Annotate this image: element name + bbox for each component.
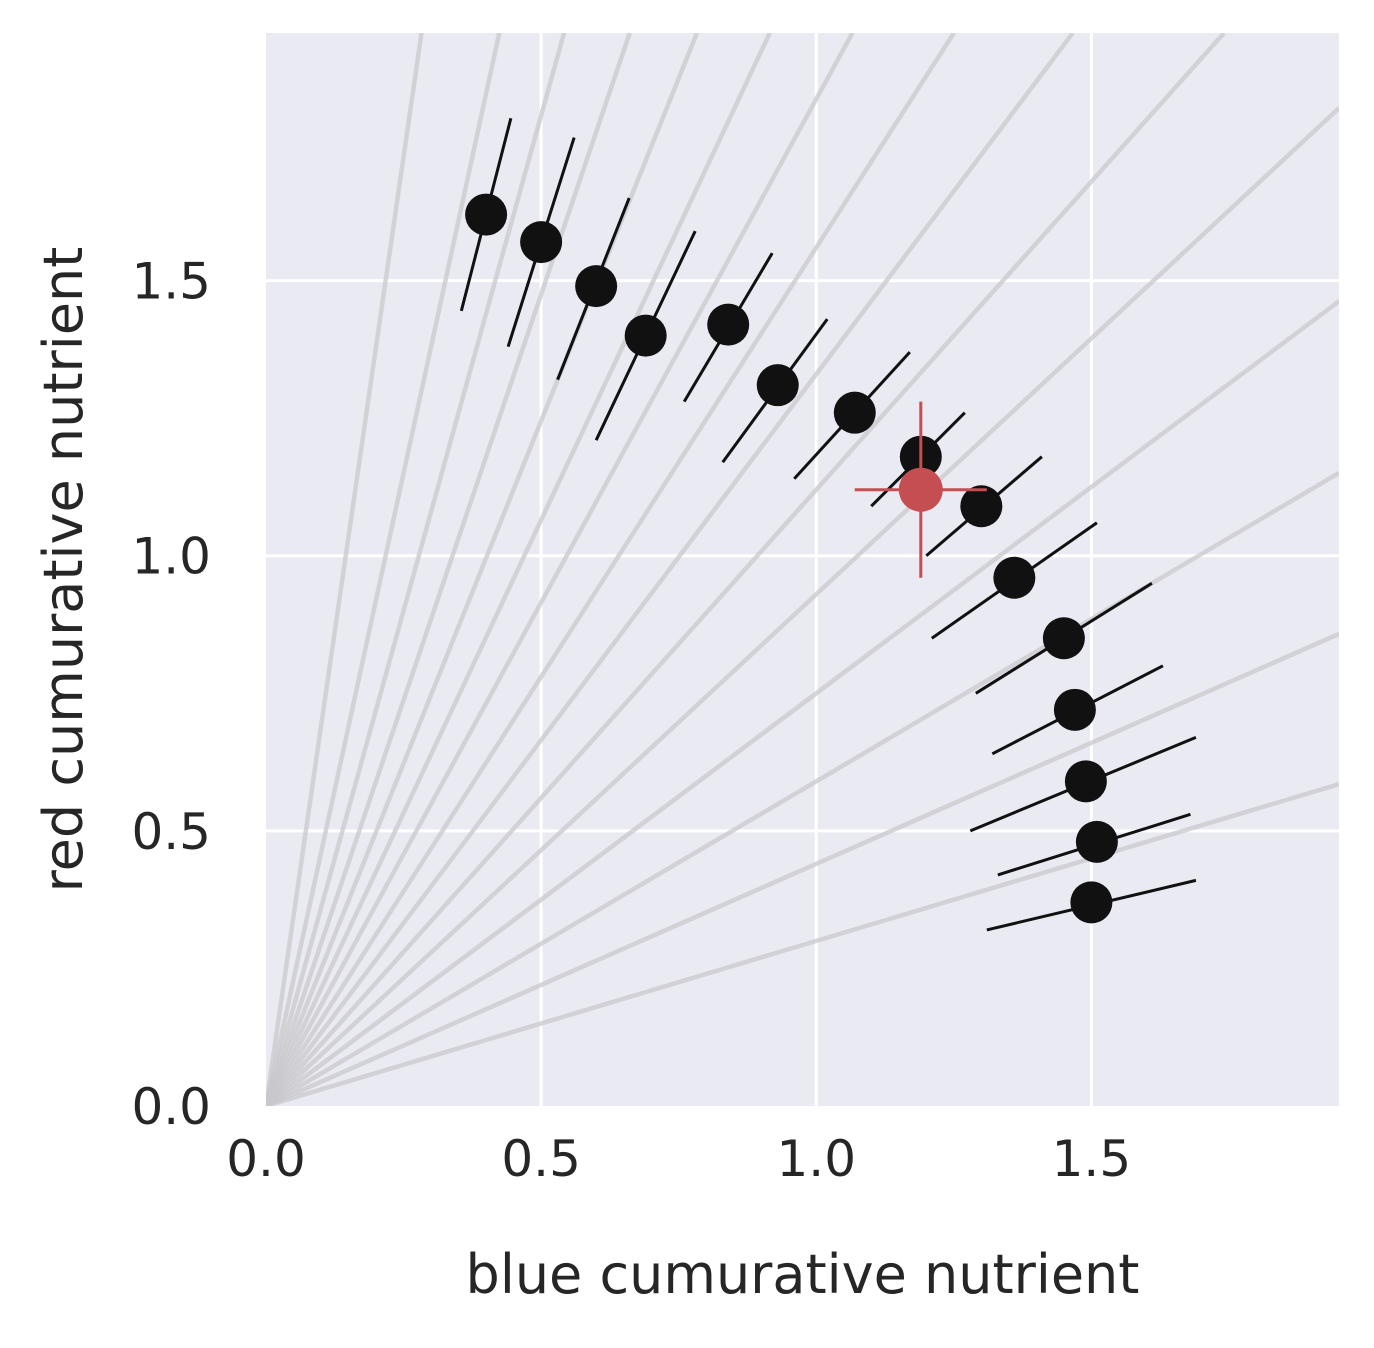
reference-ray [266, 33, 772, 1106]
data-point [1042, 617, 1085, 660]
reference-ray [266, 33, 1075, 1106]
tick-labels: 0.0 0.5 1.0 1.5 0.0 0.5 1.0 1.5 [131, 253, 1131, 1188]
x-axis-label: blue cumurative nutrient [466, 1243, 1140, 1306]
x-tick-label: 1.0 [776, 1130, 856, 1188]
data-point [1070, 881, 1113, 924]
y-tick-label: 0.5 [131, 803, 211, 861]
reference-ray [266, 631, 1339, 1106]
reference-ray [266, 33, 632, 1106]
data-point [756, 364, 799, 407]
y-tick-label: 1.0 [131, 528, 211, 586]
reference-ray [266, 781, 1339, 1106]
reference-ray [266, 33, 502, 1106]
data-point [1064, 760, 1107, 803]
x-tick-label: 0.0 [226, 1130, 306, 1188]
data-point [833, 391, 876, 434]
data-point [1053, 688, 1096, 731]
reference-ray [266, 106, 1339, 1106]
plot-background [266, 33, 1339, 1106]
data-point [707, 303, 750, 346]
y-tick-label: 0.0 [131, 1078, 211, 1136]
reference-ray [266, 470, 1339, 1106]
y-tick-label: 1.5 [131, 253, 211, 311]
data-point [575, 265, 618, 308]
reference-ray [266, 33, 1226, 1106]
x-tick-label: 1.5 [1052, 1130, 1132, 1188]
reference-ray [266, 299, 1339, 1106]
highlight-point [898, 467, 943, 512]
reference-ray [266, 33, 956, 1106]
data-point [520, 221, 563, 264]
data-points [465, 193, 1118, 924]
data-point [624, 314, 667, 357]
reference-ray [266, 33, 424, 1106]
data-point [960, 485, 1003, 528]
data-point [1075, 820, 1118, 863]
data-point [993, 556, 1036, 599]
reference-ray [266, 33, 855, 1106]
y-axis-label: red cumurative nutrient [32, 247, 95, 893]
x-tick-label: 0.5 [501, 1130, 581, 1188]
data-point [465, 193, 508, 236]
reference-ray [266, 33, 567, 1106]
